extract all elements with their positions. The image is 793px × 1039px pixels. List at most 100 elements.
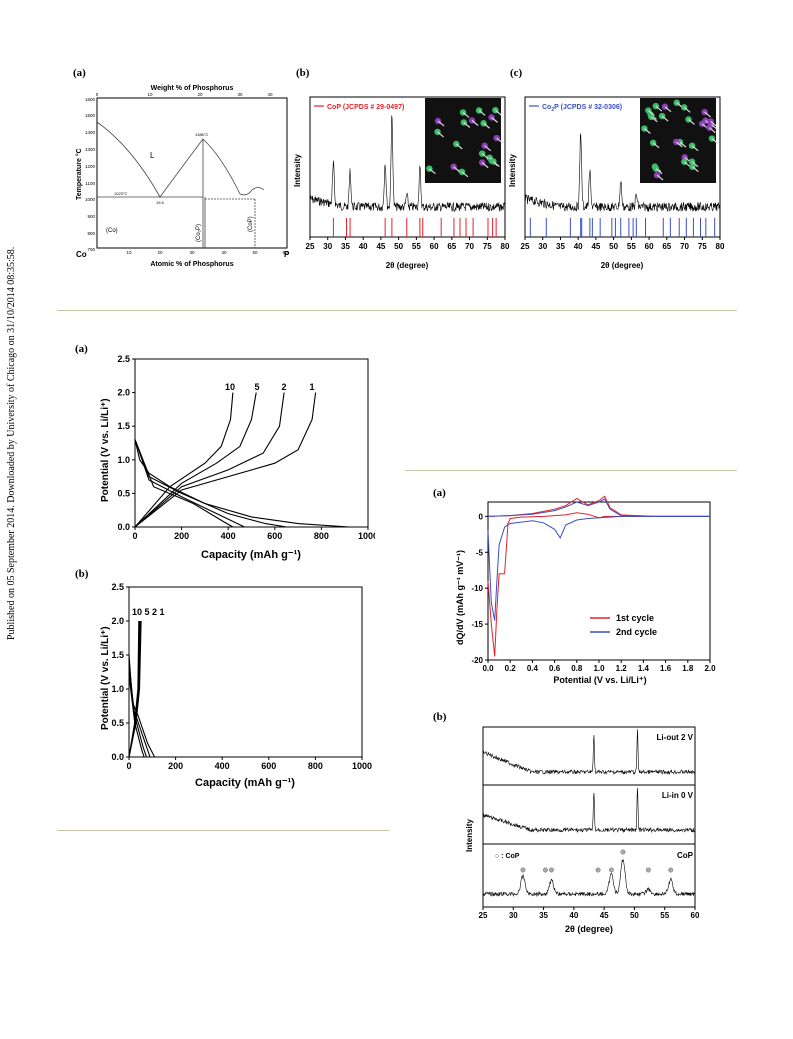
trace-label: CoP: [677, 851, 694, 860]
x-tick-label: 50: [394, 242, 403, 251]
fig1c-label: (c): [510, 67, 523, 79]
x-tick-label: 40: [569, 911, 578, 920]
x-tick-label: 65: [662, 242, 671, 251]
y-tick-label: 1.5: [111, 650, 124, 660]
bond: [710, 123, 718, 130]
x-tick-label: 25: [521, 242, 530, 251]
y-tick-label: 2.0: [111, 616, 124, 626]
cycle-10-charge: [128, 620, 140, 758]
fig1b-label: (b): [296, 67, 310, 79]
top-tick: 10: [147, 92, 153, 97]
bond: [494, 109, 502, 116]
x-tick-label: 35: [539, 911, 548, 920]
cycle-1-charge: [134, 392, 317, 528]
bottom-tick: 30: [189, 250, 195, 255]
xrd-trace: [483, 859, 696, 897]
fig2b-label: (b): [75, 568, 89, 580]
trace-label: Li-out 2 V: [657, 733, 694, 742]
ylabel: Intensity: [508, 154, 517, 187]
x-tick-label: 40: [574, 242, 583, 251]
dqdv-2nd-cycle: [487, 515, 710, 621]
marker-legend: ○ : CoP: [495, 853, 520, 860]
x-tick-label: 35: [556, 242, 565, 251]
y-tick: 1300: [85, 147, 96, 152]
x-tick-label: 600: [267, 531, 282, 541]
liquid-region-label: L: [150, 151, 155, 160]
x-tick-label: 200: [174, 531, 189, 541]
ylabel: Potential (V vs. Li/Li⁺): [100, 626, 111, 730]
x-tick-label: 45: [376, 242, 385, 251]
x-tick-label: 0.8: [571, 664, 583, 673]
x-tick-label: 0.6: [549, 664, 561, 673]
charge-discharge-chart-b: 0 200 400 600 800 1000 0.0 0.5 1.0 1.5 2.0 2.5 10 5…: [100, 582, 372, 789]
xlabel: 2θ (degree): [386, 261, 429, 270]
x-tick-label: 1.6: [660, 664, 672, 673]
bond: [655, 168, 663, 175]
xlabel: Capacity (mAh g⁻¹): [195, 777, 295, 789]
fig1a-label: (a): [73, 67, 86, 79]
y-tick-label: -15: [471, 620, 483, 629]
y-tick: 700: [87, 247, 95, 252]
liquidus-curve: [96, 121, 265, 198]
bond: [462, 111, 470, 118]
cop-marker: [645, 867, 651, 873]
bottom-tick: 20: [157, 250, 163, 255]
bond: [688, 118, 695, 125]
x-tick-label: 600: [261, 761, 276, 771]
x-tick-label: 1.8: [682, 664, 694, 673]
voltage-curves: [134, 392, 350, 528]
bond: [661, 115, 669, 122]
y-tick-label: -20: [471, 656, 483, 665]
x-tick-label: 1000: [358, 531, 375, 541]
cop-marker: [520, 867, 526, 873]
eutectic-temp-label: 1023°C: [114, 191, 127, 196]
bottom-tick: 10: [126, 250, 132, 255]
x-tick-label: 40: [359, 242, 368, 251]
x-tick-label: 75: [483, 242, 492, 251]
cop-marker: [620, 849, 626, 855]
y-tick-label: 2.0: [117, 388, 130, 398]
separator: [57, 310, 737, 311]
x-tick-label: 60: [691, 911, 700, 920]
bond: [463, 122, 471, 128]
bond: [461, 171, 469, 178]
phase-diagram: Weight % of Phosphorus Atomic % of Phosp…: [75, 85, 290, 268]
x-tick-label: 2.0: [704, 664, 716, 673]
xrd-traces: [482, 729, 696, 897]
separator: [405, 470, 737, 471]
bond: [650, 116, 658, 123]
cycle-1-discharge: [134, 439, 350, 528]
bond: [471, 120, 479, 126]
bond: [691, 145, 699, 152]
xlabel: 2θ (degree): [601, 261, 644, 270]
x-tick-label: 45: [600, 911, 609, 920]
peak-temp-label: 1386°C: [195, 132, 208, 137]
bottom-axis-title: Atomic % of Phosphorus: [150, 261, 233, 268]
x-tick-label: 0.0: [482, 664, 494, 673]
x-tick-label: 800: [314, 531, 329, 541]
bond: [481, 162, 489, 169]
bond: [709, 127, 716, 134]
x-tick-label: 0: [126, 761, 131, 771]
p-end-label: P: [284, 250, 290, 259]
bond: [437, 131, 444, 138]
y-tick: 1600: [85, 97, 96, 102]
x-tick-label: 60: [430, 242, 439, 251]
x-tick-label: 80: [501, 242, 510, 251]
bond: [491, 116, 498, 123]
dqdv-curves: [487, 495, 710, 657]
bond: [704, 111, 712, 118]
cop-marker: [542, 867, 548, 873]
bond: [643, 128, 651, 134]
dqdv-chart: 0.0 0.2 0.4 0.6 0.8 1.0 1.2 1.4 1.6 1.8 2.0 0 -5 -10 -…: [455, 495, 716, 685]
bond: [675, 141, 683, 148]
x-tick-label: 400: [215, 761, 230, 771]
x-tick-label: 1.2: [616, 664, 628, 673]
xrd-cop-chart: Intensity CoP (JCPDS # 29-0497) 25 30 35 40…: [293, 96, 510, 270]
co-end-label: Co: [76, 250, 87, 259]
xrd-co2p-chart: Intensity Co2P (JCPDS # 32-0306) 25 30 35 4…: [508, 96, 725, 270]
cycle-labels: 10 5 2 1: [132, 607, 165, 617]
y-tick: 1400: [85, 130, 96, 135]
x-tick-label: 70: [680, 242, 689, 251]
ylabel: Potential (V vs. Li/Li⁺): [100, 398, 111, 502]
